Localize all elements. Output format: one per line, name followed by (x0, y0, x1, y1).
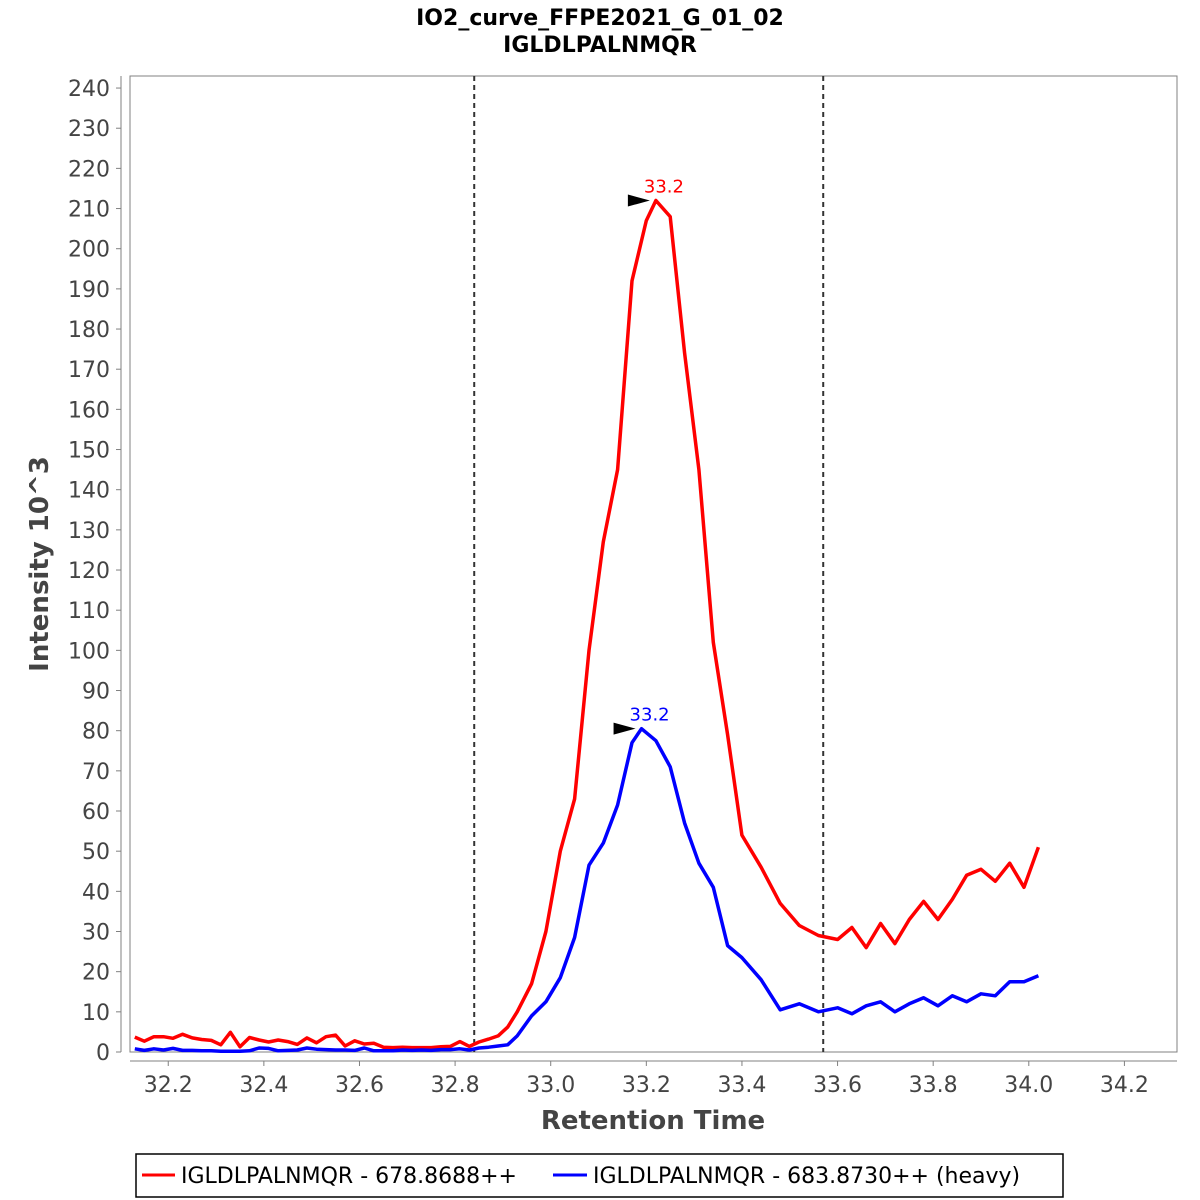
y-tick-label: 170 (68, 358, 110, 383)
series-layer (134, 198, 1041, 1053)
series-heavy-line (134, 726, 1040, 1053)
y-tick-label: 150 (68, 439, 110, 464)
legend-label-heavy: IGLDLPALNMQR - 683.8730++ (heavy) (593, 1164, 1020, 1189)
x-tick-label: 33.6 (813, 1073, 862, 1098)
y-tick-label: 100 (68, 639, 110, 664)
y-axis-title: Intensity 10^3 (25, 456, 55, 672)
peak-arrow-marker (613, 722, 636, 735)
x-tick-label: 32.4 (239, 1073, 288, 1098)
y-tick-label: 140 (68, 479, 110, 504)
y-tick-label: 80 (82, 720, 110, 745)
y-tick-label: 240 (68, 77, 110, 102)
y-tick-label: 0 (96, 1041, 110, 1066)
peak-label: 33.2 (644, 177, 684, 198)
x-tick-label: 32.2 (144, 1073, 193, 1098)
y-tick-label: 10 (82, 1001, 110, 1026)
plot-area (129, 75, 1178, 1053)
y-tick-label: 50 (82, 840, 110, 865)
y-tick-label: 200 (68, 238, 110, 263)
series-light-line (134, 198, 1041, 1050)
peak-annotations: 33.2 33.2 (613, 177, 684, 735)
x-tick-label: 33.0 (526, 1073, 575, 1098)
peak-arrow-marker (627, 194, 650, 207)
chart-subtitle: IGLDLPALNMQR (503, 33, 697, 58)
y-tick-label: 20 (82, 961, 110, 986)
y-axis: 0 10 20 30 40 50 60 70 80 90 100 110 120 130 140 150 160… (68, 76, 122, 1066)
x-axis: 32.2 32.4 32.6 32.8 33.0 33.2 33.4 33.6 33.8 34.0… (130, 1060, 1177, 1098)
y-tick-label: 220 (68, 157, 110, 182)
x-tick-label: 32.8 (431, 1073, 480, 1098)
y-tick-label: 190 (68, 278, 110, 303)
legend: IGLDLPALNMQR - 678.8688++ IGLDLPALNMQR -… (135, 1153, 1064, 1198)
x-tick-label: 33.2 (622, 1073, 671, 1098)
x-tick-label: 34.0 (1004, 1073, 1053, 1098)
integration-boundaries (473, 76, 825, 1052)
y-tick-label: 210 (68, 198, 110, 223)
y-tick-label: 110 (68, 599, 110, 624)
y-tick-label: 90 (82, 680, 110, 705)
y-tick-label: 130 (68, 519, 110, 544)
x-axis-title: Retention Time (541, 1106, 765, 1136)
y-tick-label: 30 (82, 921, 110, 946)
y-tick-label: 160 (68, 398, 110, 423)
legend-box (135, 1153, 1064, 1198)
y-tick-label: 230 (68, 117, 110, 142)
x-tick-label: 33.4 (717, 1073, 766, 1098)
peak-label: 33.2 (630, 705, 670, 726)
y-tick-label: 180 (68, 318, 110, 343)
y-tick-label: 40 (82, 880, 110, 905)
x-tick-label: 33.8 (909, 1073, 958, 1098)
y-tick-label: 120 (68, 559, 110, 584)
chart-title: IO2_curve_FFPE2021_G_01_02 (416, 6, 784, 31)
y-tick-label: 60 (82, 800, 110, 825)
y-tick-label: 70 (82, 760, 110, 785)
x-tick-label: 32.6 (335, 1073, 384, 1098)
x-tick-label: 34.2 (1100, 1073, 1149, 1098)
legend-label-light: IGLDLPALNMQR - 678.8688++ (181, 1164, 517, 1189)
